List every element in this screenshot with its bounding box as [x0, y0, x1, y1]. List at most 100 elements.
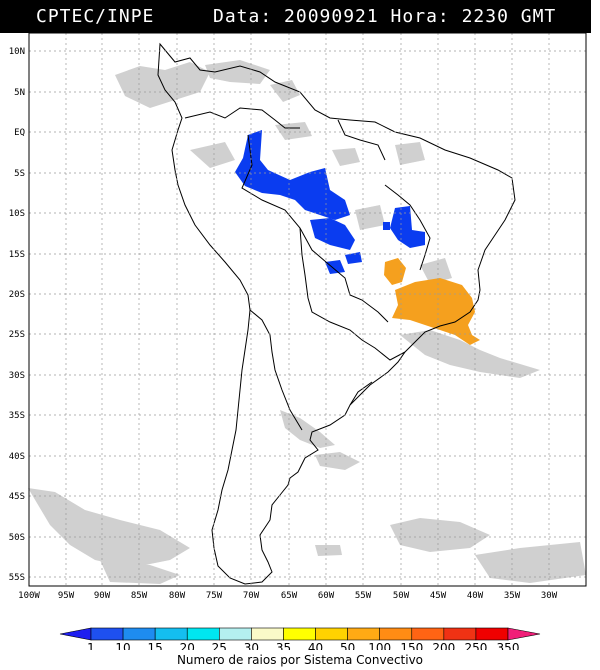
lat-label-20s: 20S [9, 290, 25, 300]
header-bar: CPTEC/INPE Data: 20090921 Hora: 2230 GMT [0, 0, 591, 33]
cloud-patagonia-n [315, 452, 360, 470]
lon-label-75w: 75W [206, 591, 223, 601]
colorbar-segment [475, 627, 509, 641]
cluster-amazon [235, 130, 350, 220]
colorbar-tick-label: 10 [115, 641, 130, 650]
colorbar-tick-label: 40 [308, 641, 323, 650]
colorbar-title: Numero de raios por Sistema Convectivo [176, 653, 424, 667]
colorbar-segment [122, 627, 156, 641]
cloud-guiana [270, 80, 300, 102]
colorbar-tick-label: 25 [212, 641, 227, 650]
lon-label-60w: 60W [318, 591, 335, 601]
cluster-southeast [392, 278, 480, 345]
cloud-argentina [280, 410, 335, 448]
colorbar-arrow-right [507, 627, 541, 641]
lon-label-100w: 100W [18, 591, 40, 601]
lat-label-50s: 50S [9, 533, 25, 543]
lat-label-30s: 30S [9, 371, 25, 381]
cloud-north-brazil [275, 122, 312, 140]
colorbar-tick-label: 350 [497, 641, 520, 650]
map-area [29, 33, 586, 586]
colorbar-segment [347, 627, 380, 641]
lon-label-50w: 50W [393, 591, 410, 601]
colorbar-tick-label: 35 [276, 641, 291, 650]
lon-label-55w: 55W [355, 591, 372, 601]
map: 10N 5N EQ 5S 10S 15S 20S 25S 30S 35S 40S… [9, 32, 587, 650]
cloud-cover [28, 60, 586, 584]
colorbar-segment [154, 627, 188, 641]
cloud-minas [420, 258, 452, 284]
lat-label-10n: 10N [9, 47, 25, 57]
lon-label-95w: 95W [58, 591, 75, 601]
lon-label-40w: 40W [467, 591, 484, 601]
border-bolivia-brazil [325, 261, 389, 323]
colorbar-segment [251, 627, 284, 641]
colorbar-arrow-left [59, 627, 92, 641]
cluster-small [383, 222, 390, 230]
south-america-outline [157, 42, 516, 585]
cloud-atlantic-far [475, 542, 586, 583]
cluster-tocantins [390, 206, 425, 248]
colorbar-tick-label: 50 [340, 641, 355, 650]
lon-label-70w: 70W [243, 591, 260, 601]
lat-label-45s: 45S [9, 492, 25, 502]
lon-label-45w: 45W [430, 591, 447, 601]
lat-label-55s: 55S [9, 573, 25, 583]
cluster-goias [384, 258, 406, 285]
lat-label-eq: EQ [14, 128, 25, 138]
colorbar-tick-label: 15 [148, 641, 163, 650]
lat-label-5n: 5N [14, 88, 25, 98]
low-lightning-clusters [235, 130, 425, 274]
border-brazil-states [384, 184, 431, 271]
cluster-rondonia [310, 218, 355, 250]
lat-label-25s: 25S [9, 330, 25, 340]
lat-label-15s: 15S [9, 250, 25, 260]
lon-label-85w: 85W [131, 591, 148, 601]
lon-label-65w: 65W [281, 591, 298, 601]
lat-label-10s: 10S [9, 209, 25, 219]
cloud-pacific-south [28, 488, 190, 568]
border-andes [249, 309, 303, 431]
colorbar-tick-label: 30 [244, 641, 259, 650]
map-border [28, 32, 587, 587]
cloud-falkland [315, 545, 342, 556]
lat-label-40s: 40S [9, 452, 25, 462]
border-peru-brazil [241, 134, 327, 263]
colorbar: 1 10 15 20 25 30 35 40 50 100 150 200 250 350 [59, 627, 541, 650]
cluster-bolivia-2 [345, 252, 362, 264]
lon-label-30w: 30W [541, 591, 558, 601]
colorbar-tick-label: 1 [87, 641, 95, 650]
cloud-venezuela [205, 60, 270, 84]
border-paraguay-argentina [299, 227, 406, 361]
datetime-label: Data: 20090921 Hora: 2230 GMT [213, 6, 557, 27]
colorbar-segment [90, 627, 124, 641]
colorbar-tick-label: 100 [368, 641, 391, 650]
colorbar-segment [315, 627, 348, 641]
cloud-amazon [332, 148, 360, 166]
lon-label-90w: 90W [94, 591, 111, 601]
cloud-pacific-sw [100, 560, 180, 584]
colorbar-tick-label: 200 [432, 641, 455, 650]
colorbar-segment [379, 627, 413, 641]
cloud-atlantic-south [400, 330, 540, 378]
lon-label-35w: 35W [504, 591, 521, 601]
organization-label: CPTEC/INPE [36, 6, 155, 27]
lon-label-80w: 80W [169, 591, 186, 601]
cloud-central [355, 205, 385, 230]
colorbar-segment [186, 627, 220, 641]
lat-label-5s: 5S [14, 169, 25, 179]
cluster-bolivia [325, 260, 345, 274]
high-lightning-clusters [384, 258, 480, 345]
colorbar-segment [443, 627, 477, 641]
cloud-colombia [190, 142, 235, 168]
colorbar-segment [283, 627, 316, 641]
lat-label-35s: 35S [9, 411, 25, 421]
colorbar-segment [219, 627, 252, 641]
border-guianas [337, 119, 386, 161]
coastlines [157, 42, 516, 585]
border-uruguay [349, 381, 373, 406]
colorbar-tick-label: 20 [180, 641, 195, 650]
colorbar-tick-label: 250 [464, 641, 487, 650]
cloud-atlantic-sw [390, 518, 490, 552]
colorbar-segment [411, 627, 445, 641]
